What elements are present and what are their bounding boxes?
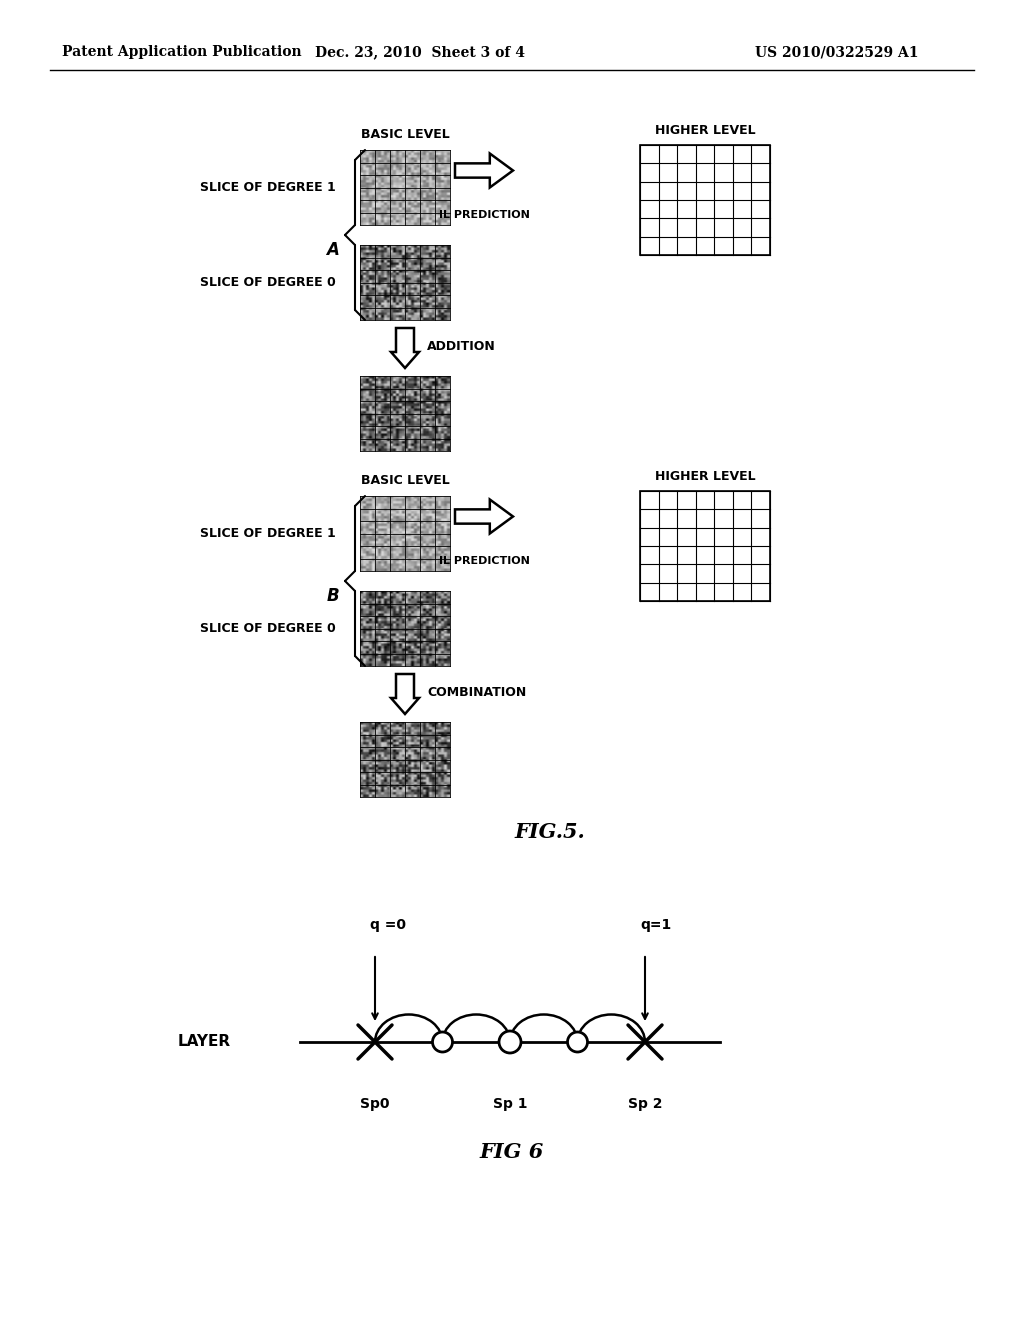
Text: A: A — [327, 242, 339, 259]
Text: BASIC LEVEL: BASIC LEVEL — [360, 128, 450, 141]
Text: IL PREDICTION: IL PREDICTION — [438, 210, 529, 219]
Text: IL PREDICTION: IL PREDICTION — [438, 556, 529, 565]
Circle shape — [567, 1032, 588, 1052]
Circle shape — [432, 1032, 453, 1052]
Text: q=1: q=1 — [640, 917, 672, 932]
Polygon shape — [391, 327, 419, 368]
Text: FIG 6: FIG 6 — [480, 1142, 544, 1162]
Text: FIG.5.: FIG.5. — [515, 822, 586, 842]
Text: Sp 2: Sp 2 — [628, 1097, 663, 1111]
Bar — [640, 491, 770, 601]
Text: US 2010/0322529 A1: US 2010/0322529 A1 — [755, 45, 919, 59]
Text: Patent Application Publication: Patent Application Publication — [62, 45, 302, 59]
Text: SLICE OF DEGREE 1: SLICE OF DEGREE 1 — [200, 527, 336, 540]
Text: SLICE OF DEGREE 1: SLICE OF DEGREE 1 — [200, 181, 336, 194]
Text: Dec. 23, 2010  Sheet 3 of 4: Dec. 23, 2010 Sheet 3 of 4 — [315, 45, 525, 59]
Text: SLICE OF DEGREE 0: SLICE OF DEGREE 0 — [200, 622, 336, 635]
Bar — [640, 145, 770, 255]
Polygon shape — [391, 675, 419, 714]
Text: Sp0: Sp0 — [360, 1097, 390, 1111]
Polygon shape — [455, 153, 513, 187]
Text: ADDITION: ADDITION — [427, 339, 496, 352]
Text: SLICE OF DEGREE 0: SLICE OF DEGREE 0 — [200, 276, 336, 289]
Text: Sp 1: Sp 1 — [493, 1097, 527, 1111]
Circle shape — [499, 1031, 521, 1053]
Text: BASIC LEVEL: BASIC LEVEL — [360, 474, 450, 487]
Polygon shape — [455, 499, 513, 533]
Text: HIGHER LEVEL: HIGHER LEVEL — [654, 470, 756, 483]
Text: q =0: q =0 — [370, 917, 406, 932]
Text: B: B — [327, 587, 339, 605]
Text: LAYER: LAYER — [178, 1035, 231, 1049]
Text: HIGHER LEVEL: HIGHER LEVEL — [654, 124, 756, 136]
Text: COMBINATION: COMBINATION — [427, 685, 526, 698]
